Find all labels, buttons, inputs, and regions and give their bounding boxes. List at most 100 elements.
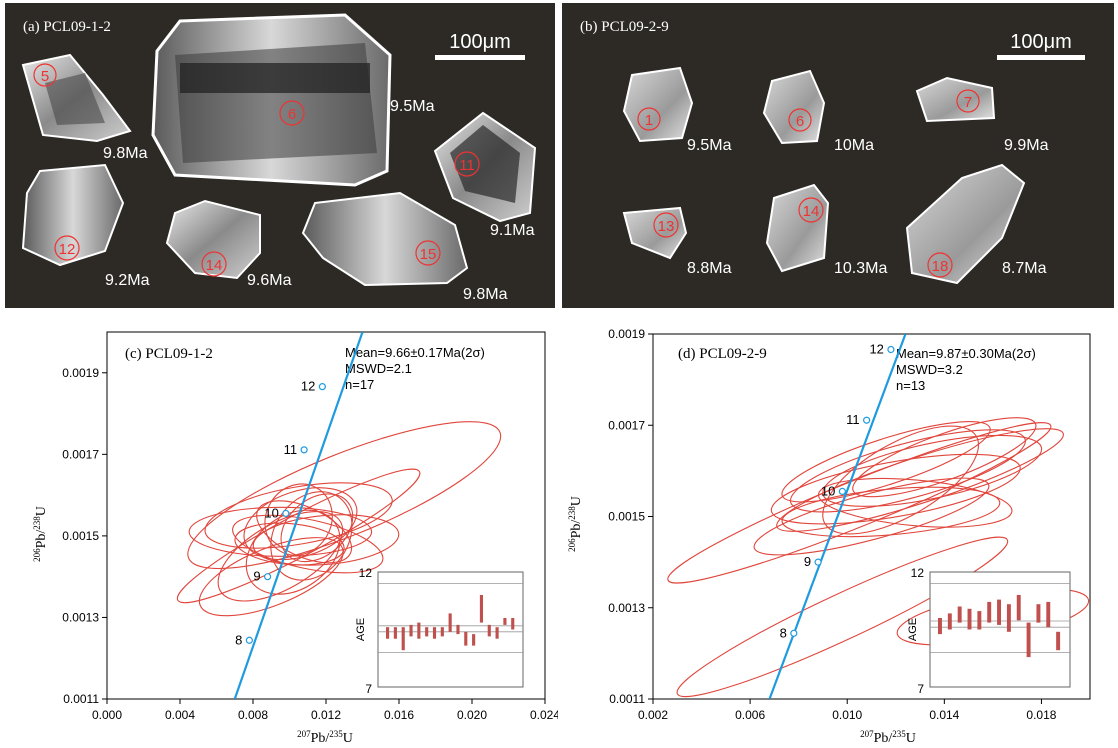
spot-label-b18: 18 <box>932 258 949 275</box>
inset-age-bar <box>997 599 1002 625</box>
stat-n-d: n=13 <box>896 378 925 393</box>
spot-label-b1: 1 <box>645 112 653 129</box>
stat-mswd-d: MSWD=3.2 <box>896 362 963 377</box>
inset-age-bar <box>1046 601 1051 628</box>
inset-ytick-bottom: 7 <box>917 682 924 696</box>
concordia-curve <box>768 334 907 699</box>
grain-age-b1: 9.5Ma <box>687 137 732 154</box>
concordia-age-label: 11 <box>846 412 860 427</box>
inset-age-bar <box>479 595 484 623</box>
grain-age-12: 9.2Ma <box>105 272 150 289</box>
scale-bar-a <box>435 55 525 60</box>
photo-title-a: (a) PCL09-1-2 <box>23 19 111 35</box>
spot-circle-b14 <box>798 197 824 223</box>
spot-circle-b18 <box>927 252 953 278</box>
stat-n-c: n=17 <box>345 377 374 392</box>
concordia-age-label: 9 <box>804 554 811 569</box>
inset-ylabel: AGE <box>907 618 919 641</box>
concordia-marker <box>300 446 308 454</box>
spot-circle-11 <box>454 151 480 177</box>
plot-area <box>667 334 1090 699</box>
concordia-age-label: 12 <box>301 379 315 394</box>
x-axis-label-c: 207Pb/235U <box>297 729 353 746</box>
scale-label-a: 100μm <box>449 31 511 53</box>
y-axis-label-c: 206Pb/238U <box>32 506 49 562</box>
inset-age-bar <box>464 631 468 646</box>
inset-ytick-bottom: 7 <box>365 682 372 696</box>
inset-age-bar <box>409 624 413 637</box>
error-ellipse <box>852 417 1037 498</box>
spot-label-b6: 6 <box>796 113 804 130</box>
spot-circle-15 <box>415 240 441 266</box>
grain-age-b6: 10Ma <box>834 137 874 154</box>
concordia-marker <box>814 558 822 566</box>
x-tick-label: 0.016 <box>384 708 414 722</box>
spot-circle-b13 <box>653 212 679 238</box>
inset-age-bar <box>401 627 405 651</box>
grain-age-5: 9.8Ma <box>103 145 148 162</box>
inset-age-bar <box>967 608 972 630</box>
error-ellipse <box>187 421 502 570</box>
grain-age-b14: 10.3Ma <box>834 260 887 277</box>
spot-circle-6 <box>279 100 305 126</box>
inset-age-bar <box>1036 604 1041 623</box>
spot-circle-12 <box>54 235 80 261</box>
error-ellipse <box>817 478 1013 528</box>
inset-age-bar <box>987 601 992 623</box>
scale-bar-b <box>997 55 1085 60</box>
x-tick-label: 0.000 <box>92 708 122 722</box>
plot-area <box>176 332 502 699</box>
inset-age-bar <box>440 627 444 637</box>
y-tick-label: 0.0011 <box>609 692 645 706</box>
photo-title-b: (b) PCL09-2-9 <box>580 19 669 35</box>
stat-mean-d: Mean=9.87±0.30Ma(2σ) <box>896 346 1036 361</box>
spot-label-15: 15 <box>420 246 437 263</box>
concordia-marker <box>264 573 272 581</box>
error-ellipse <box>217 511 344 602</box>
inset-age-bar <box>947 613 952 630</box>
error-ellipse <box>232 514 384 574</box>
spot-circle-b6 <box>788 108 812 132</box>
spot-circle-b7 <box>956 89 980 113</box>
inset-age-bar <box>456 624 460 635</box>
grain-age-11: 9.1Ma <box>490 222 535 239</box>
concordia-chart-c: (c) PCL09-1-2 Mean=9.66±0.17Ma(2σ) MSWD=… <box>32 331 558 746</box>
photo-panel-b: (b) PCL09-2-9 100μm 1 9.5Ma 6 10Ma 7 9.9… <box>562 3 1114 308</box>
y-axis-label-d: 206Pb/238U <box>567 496 584 552</box>
chart-title-c: (c) PCL09-1-2 <box>125 346 213 362</box>
inset-age-bar <box>1026 622 1031 658</box>
inset-age-bar <box>386 627 390 639</box>
spot-circle-b1 <box>637 107 661 131</box>
y-tick-label: 0.0013 <box>608 601 645 615</box>
concordia-age-label: 11 <box>284 442 298 457</box>
y-tick-label: 0.0019 <box>62 366 99 380</box>
error-ellipse <box>234 522 345 566</box>
concordia-marker <box>790 629 798 637</box>
concordia-age-label: 9 <box>253 569 260 584</box>
zircon-grain-b13 <box>622 206 688 260</box>
error-ellipse <box>789 429 1026 513</box>
error-ellipse <box>781 421 991 503</box>
error-ellipse <box>204 482 393 549</box>
error-ellipse <box>176 468 421 604</box>
grain-age-b7: 9.9Ma <box>1004 137 1049 154</box>
grains-svg-a: (a) PCL09-1-2 100μm 5 9.8Ma 6 9.5Ma 11 9… <box>21 13 537 303</box>
concordia-marker <box>887 345 895 354</box>
stat-mean-c: Mean=9.66±0.17Ma(2σ) <box>345 345 485 360</box>
scale-label-b: 100μm <box>1010 31 1072 53</box>
spot-label-12: 12 <box>59 241 76 258</box>
x-tick-label: 0.004 <box>165 708 195 722</box>
spot-label-6: 6 <box>288 106 296 123</box>
x-tick-label: 0.014 <box>929 708 959 722</box>
concordia-age-label: 8 <box>780 625 787 640</box>
error-ellipse <box>264 483 333 556</box>
inset-age-bar <box>957 606 962 623</box>
concordia-marker <box>838 487 846 496</box>
inset-age-bar <box>1006 604 1011 632</box>
error-ellipse <box>256 500 353 564</box>
x-axis-label-d: 207Pb/235U <box>860 729 916 746</box>
inset-age-bar <box>393 627 397 639</box>
inset-age-bar <box>503 618 507 625</box>
grain-age-14: 9.6Ma <box>247 272 292 289</box>
spot-label-14: 14 <box>206 257 223 274</box>
